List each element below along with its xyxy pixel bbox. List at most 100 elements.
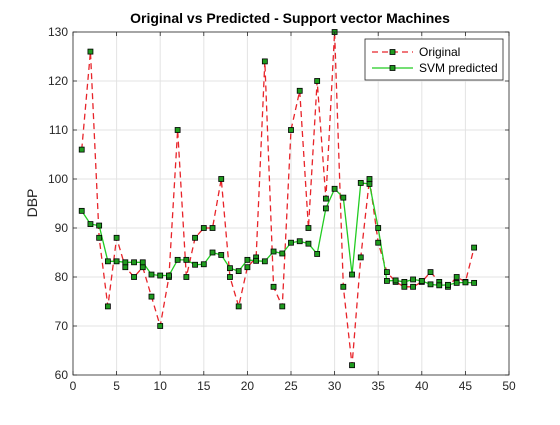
data-point-series-2 bbox=[218, 252, 225, 258]
data-point-series-1 bbox=[366, 176, 373, 182]
data-point-series-1 bbox=[305, 225, 312, 231]
series-layer bbox=[78, 29, 478, 369]
data-point-series-1 bbox=[261, 58, 268, 65]
data-point-series-2 bbox=[445, 281, 451, 288]
data-point-series-1 bbox=[200, 225, 207, 231]
data-point-series-2 bbox=[148, 271, 155, 278]
data-point-series-2 bbox=[87, 221, 94, 227]
data-point-series-2 bbox=[209, 249, 216, 256]
x-tick-label: 50 bbox=[502, 379, 516, 393]
series-line-2 bbox=[81, 182, 475, 286]
legend-box bbox=[364, 38, 504, 81]
data-point-series-1 bbox=[453, 274, 460, 280]
data-point-series-1 bbox=[174, 127, 181, 133]
y-tick-label: 70 bbox=[55, 319, 69, 333]
data-point-series-2 bbox=[418, 278, 425, 284]
data-point-series-2 bbox=[183, 256, 190, 263]
data-point-series-1 bbox=[340, 283, 347, 290]
data-point-series-1 bbox=[288, 127, 294, 133]
data-point-series-2 bbox=[139, 259, 146, 266]
data-point-series-2 bbox=[427, 281, 434, 288]
x-tick-label: 35 bbox=[372, 379, 386, 393]
data-point-series-1 bbox=[218, 176, 225, 182]
y-tick-label: 100 bbox=[48, 172, 68, 186]
data-point-series-2 bbox=[244, 256, 251, 263]
data-point-series-1 bbox=[113, 234, 120, 241]
data-point-series-2 bbox=[471, 279, 478, 286]
data-point-series-1 bbox=[131, 274, 137, 280]
data-point-series-1 bbox=[192, 234, 198, 241]
data-point-series-2 bbox=[401, 278, 408, 285]
data-point-series-2 bbox=[157, 272, 164, 279]
data-point-series-2 bbox=[436, 282, 443, 289]
data-point-series-1 bbox=[157, 323, 164, 329]
data-point-series-1 bbox=[227, 274, 233, 280]
data-point-series-1 bbox=[87, 48, 94, 55]
data-point-series-1 bbox=[384, 269, 390, 276]
y-tick-label: 130 bbox=[48, 25, 68, 39]
legend-marker-2 bbox=[389, 65, 396, 71]
x-tick-label: 45 bbox=[459, 379, 473, 393]
x-tick-label: 25 bbox=[284, 379, 298, 393]
data-point-series-2 bbox=[392, 277, 399, 284]
data-point-series-2 bbox=[384, 278, 390, 284]
data-point-series-2 bbox=[261, 258, 268, 265]
data-point-series-2 bbox=[288, 239, 294, 246]
data-point-series-2 bbox=[113, 258, 120, 265]
data-point-series-1 bbox=[314, 78, 321, 84]
data-point-series-2 bbox=[357, 180, 364, 186]
x-tick-label: 10 bbox=[154, 379, 168, 393]
data-point-series-2 bbox=[314, 251, 321, 257]
data-point-series-2 bbox=[131, 259, 137, 266]
series-line-1 bbox=[81, 31, 475, 366]
data-point-series-1 bbox=[471, 244, 478, 251]
x-tick-label: 40 bbox=[415, 379, 429, 393]
x-tick-label: 15 bbox=[197, 379, 211, 393]
y-tick-label: 90 bbox=[55, 221, 69, 235]
data-point-series-2 bbox=[96, 222, 103, 229]
data-point-series-1 bbox=[322, 195, 329, 202]
data-point-series-2 bbox=[174, 256, 181, 263]
data-point-series-2 bbox=[340, 194, 347, 201]
data-point-series-2 bbox=[349, 271, 355, 278]
data-point-series-2 bbox=[78, 207, 85, 214]
data-point-series-1 bbox=[78, 146, 85, 153]
data-point-series-2 bbox=[453, 279, 460, 286]
chart-title: Original vs Predicted - Support vector M… bbox=[130, 10, 450, 26]
data-point-series-1 bbox=[209, 225, 216, 231]
data-point-series-2 bbox=[200, 261, 207, 268]
y-tick-label: 120 bbox=[48, 74, 68, 88]
data-point-series-1 bbox=[244, 264, 251, 271]
data-point-series-2 bbox=[410, 276, 416, 283]
data-point-series-1 bbox=[279, 303, 286, 310]
data-point-series-2 bbox=[166, 272, 172, 279]
data-point-series-2 bbox=[375, 225, 382, 231]
data-point-series-2 bbox=[322, 205, 329, 212]
data-point-series-1 bbox=[270, 283, 277, 290]
legend: Original SVM predicted bbox=[364, 38, 504, 81]
data-point-series-2 bbox=[279, 250, 286, 257]
data-point-series-2 bbox=[235, 268, 242, 275]
data-point-series-1 bbox=[235, 303, 242, 310]
y-tick-label: 80 bbox=[55, 270, 69, 284]
data-point-series-1 bbox=[104, 303, 111, 310]
data-point-series-2 bbox=[305, 240, 312, 247]
data-point-series-2 bbox=[296, 238, 303, 245]
x-tick-label: 20 bbox=[241, 379, 255, 393]
data-point-series-1 bbox=[183, 274, 190, 280]
data-point-series-1 bbox=[357, 254, 364, 261]
data-point-series-1 bbox=[427, 269, 434, 276]
data-point-series-1 bbox=[349, 362, 355, 369]
data-point-series-1 bbox=[122, 264, 129, 271]
data-point-series-2 bbox=[104, 258, 111, 265]
data-point-series-1 bbox=[96, 234, 103, 241]
y-tick-label: 110 bbox=[49, 123, 68, 137]
grid bbox=[72, 31, 510, 376]
y-tick-label: 60 bbox=[55, 368, 69, 382]
legend-entry-1: Original bbox=[419, 45, 460, 59]
data-point-series-1 bbox=[148, 293, 155, 300]
y-axis-label: DBP bbox=[24, 189, 40, 218]
legend-marker-1 bbox=[389, 49, 396, 55]
